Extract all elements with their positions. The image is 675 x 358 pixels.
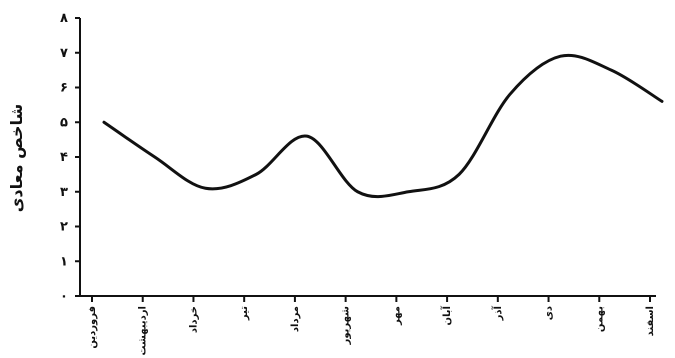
x-ticks: فروردین اردیبهشت خرداد تیر مرداد شهریور مهر آبا…: [87, 296, 656, 356]
x-tick-label: اردیبهشت: [138, 306, 149, 356]
x-tick-label: اسفند: [645, 306, 656, 336]
x-tick-label: بهمن: [594, 306, 605, 332]
x-tick-label: دی: [544, 306, 555, 320]
x-tick-label: خرداد: [188, 306, 199, 333]
x-tick-label: تیر: [239, 306, 250, 321]
y-axis-label: شاخص معادی: [7, 104, 26, 213]
y-tick-label: ۷: [60, 46, 68, 61]
x-tick-label: مرداد: [290, 306, 301, 332]
y-tick-label: ۳: [60, 185, 68, 200]
y-tick-label: ۱: [60, 254, 68, 269]
y-tick-label: ۶: [60, 81, 68, 96]
y-tick-label: ۸: [60, 11, 68, 26]
x-tick-label: شهریور: [341, 306, 352, 346]
x-tick-label: مهر: [391, 306, 402, 326]
series-line: [102, 53, 664, 199]
y-tick-label: ۰: [60, 289, 68, 304]
x-tick-label: آذر: [491, 305, 504, 321]
y-tick-label: ۲: [60, 220, 68, 235]
x-tick-label: فروردین: [87, 306, 98, 349]
x-tick-label: آبان: [440, 305, 453, 325]
y-tick-label: ۵: [60, 115, 68, 130]
y-ticks: ۰ ۱ ۲ ۳ ۴ ۵ ۶ ۷ ۸: [60, 11, 80, 304]
y-tick-label: ۴: [60, 150, 68, 165]
